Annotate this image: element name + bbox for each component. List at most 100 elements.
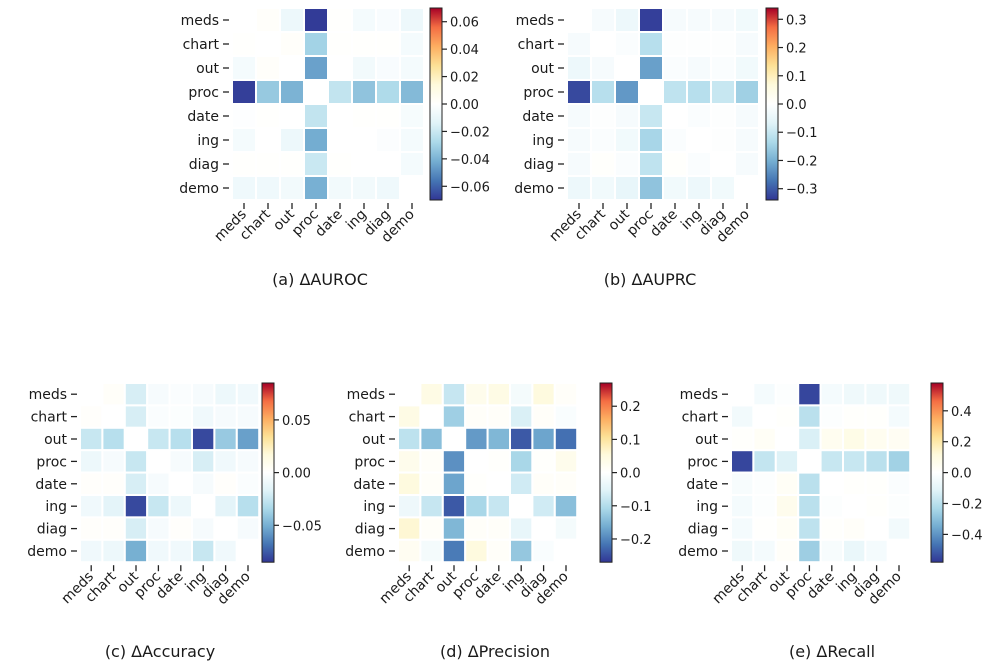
heatmap-cell-proc-out [441, 449, 467, 474]
heatmap-cell-meds-out [614, 7, 640, 33]
heatmap-cell-diag-meds [730, 516, 755, 541]
heatmap-cell-chart-proc [146, 404, 171, 429]
heatmap-cell-chart-chart [590, 31, 616, 57]
heatmap-cell-demo-date [486, 538, 512, 564]
y-tick-label-diag: diag [37, 522, 67, 538]
heatmap-cell-ing-diag [864, 494, 889, 519]
y-tick-label-ing: ing [532, 133, 554, 149]
heatmap-cell-proc-ing [351, 79, 377, 105]
heatmap-cell-ing-demo [553, 494, 579, 519]
heatmap-cell-proc-chart [101, 449, 126, 474]
heatmap-cell-chart-meds [79, 404, 104, 429]
heatmap-cell-ing-out [123, 494, 149, 519]
heatmap-cell-chart-out [774, 404, 800, 429]
heatmap-cell-out-diag [213, 426, 238, 452]
heatmap-cell-proc-ing [509, 449, 534, 474]
heatmap-cell-demo-proc [797, 538, 822, 564]
heatmap-cell-proc-meds [730, 449, 755, 474]
heatmap-cell-ing-diag [375, 127, 401, 153]
y-tick-label-out: out [531, 61, 554, 77]
heatmap-cell-proc-proc [146, 449, 171, 474]
heatmap-cell-date-out [614, 103, 640, 129]
colorbar-tick-label: 0.02 [450, 71, 479, 86]
y-tick-label-diag: diag [688, 522, 718, 538]
heatmap-cell-meds-meds [231, 7, 257, 33]
heatmap-cell-chart-ing [686, 31, 712, 57]
heatmap-cell-chart-date [327, 31, 353, 57]
heatmap-cell-date-out [123, 471, 149, 497]
heatmap-cell-proc-demo [886, 449, 912, 474]
x-tick-label-date: date [804, 569, 838, 603]
heatmap-cell-diag-diag [213, 516, 238, 541]
heatmap-cell-diag-diag [531, 516, 556, 541]
heatmap-cell-demo-ing [351, 175, 377, 201]
heatmap-cell-ing-demo [734, 127, 760, 153]
y-tick-label-out: out [362, 432, 385, 448]
heatmap-cell-out-demo [553, 426, 579, 452]
heatmap-cell-proc-date [662, 79, 688, 105]
heatmap-cell-chart-ing [842, 404, 867, 429]
y-tick-label-ing: ing [45, 499, 67, 515]
heatmap-cell-demo-diag [531, 538, 556, 564]
heatmap-cell-diag-proc [464, 516, 489, 541]
heatmap-cell-chart-out [279, 31, 305, 57]
heatmap-cell-chart-demo [399, 31, 425, 57]
heatmap-cell-date-diag [864, 471, 889, 497]
heatmap-cell-date-diag [213, 471, 238, 497]
heatmap-cell-chart-diag [375, 31, 401, 57]
heatmap-cell-chart-out [123, 404, 149, 429]
heatmap-cell-date-date [819, 471, 844, 497]
heatmap-cell-out-chart [590, 55, 616, 81]
heatmap-cell-diag-chart [590, 151, 616, 177]
heatmap-cell-date-chart [101, 471, 126, 497]
heatmap-cell-proc-meds [397, 449, 422, 474]
heatmap-cell-date-date [662, 103, 688, 129]
panel-caption-2: (b) ΔAUPRC [604, 270, 696, 289]
heatmap-cell-ing-date [168, 494, 194, 519]
heatmap-cell-ing-chart [752, 494, 777, 519]
heatmap-cell-out-proc [638, 55, 664, 81]
heatmap-cell-ing-chart [255, 127, 281, 153]
y-tick-label-date: date [686, 477, 718, 493]
heatmap-cell-diag-diag [710, 151, 736, 177]
heatmap-cell-out-diag [710, 55, 736, 81]
heatmap-cell-out-ing [686, 55, 712, 81]
heatmap-cell-out-proc [146, 426, 171, 452]
heatmap-cell-ing-out [774, 494, 800, 519]
heatmap-cell-date-out [279, 103, 305, 129]
y-tick-label-proc: proc [354, 454, 385, 470]
heatmap-cell-chart-date [486, 404, 512, 429]
heatmap-cell-ing-diag [213, 494, 238, 519]
heatmap-cell-proc-diag [710, 79, 736, 105]
heatmap-cell-chart-ing [191, 404, 216, 429]
heatmap-cell-demo-demo [553, 538, 579, 564]
y-tick-label-chart: chart [682, 410, 719, 426]
heatmap-cell-ing-ing [686, 127, 712, 153]
heatmap-cell-meds-demo [886, 382, 912, 407]
heatmap-cell-chart-chart [101, 404, 126, 429]
y-tick-label-out: out [695, 432, 718, 448]
heatmap-cell-proc-out [774, 449, 800, 474]
heatmap-cell-out-demo [399, 55, 425, 81]
heatmap-cell-meds-ing [842, 382, 867, 407]
heatmap-cell-date-demo [235, 471, 261, 497]
colorbar-3 [261, 382, 275, 563]
heatmap-cell-diag-demo [553, 516, 579, 541]
heatmap-cell-meds-diag [375, 7, 401, 33]
heatmap-cell-date-chart [752, 471, 777, 497]
heatmap-cell-diag-out [279, 151, 305, 177]
heatmap-panel-4: medschartoutprocdateingdiagdemomedschart… [345, 382, 652, 661]
heatmap-cell-meds-ing [686, 7, 712, 33]
heatmap-cell-ing-demo [399, 127, 425, 153]
heatmap-cell-date-out [441, 471, 467, 497]
heatmap-cell-meds-diag [531, 382, 556, 407]
heatmap-cell-out-meds [730, 426, 755, 452]
heatmap-cell-date-diag [531, 471, 556, 497]
heatmap-cell-diag-ing [351, 151, 377, 177]
heatmap-cell-date-ing [842, 471, 867, 497]
heatmap-cell-out-chart [255, 55, 281, 81]
heatmap-cell-diag-diag [375, 151, 401, 177]
heatmap-cell-meds-demo [399, 7, 425, 33]
heatmap-cell-meds-out [774, 382, 800, 407]
